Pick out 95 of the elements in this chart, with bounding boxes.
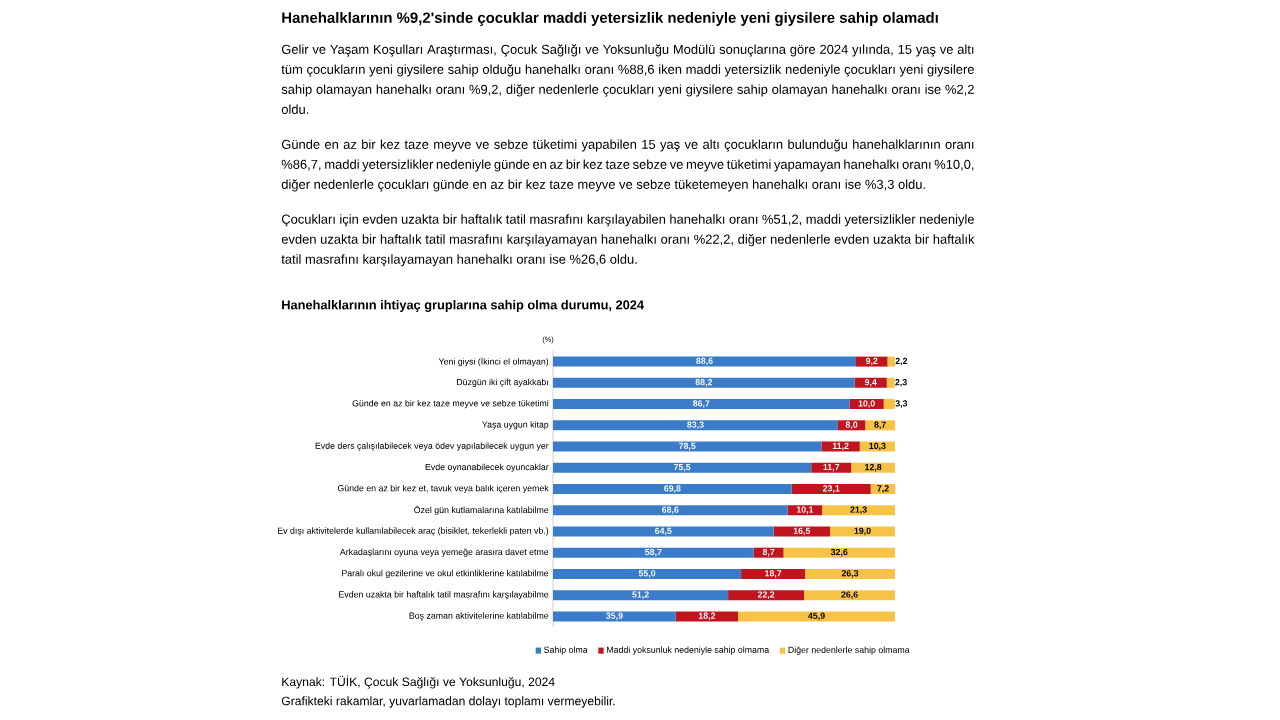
y-tick-label: Günde en az bir kez taze meyve ve sebze tüketimi (352, 399, 549, 409)
data-label: 88,6 (696, 357, 713, 366)
y-tick-label: Yeni giysi (İkinci el olmayan) (438, 356, 549, 367)
bar (886, 377, 895, 388)
chart-subtitle: Hanehalklarının ihtiyaç gruplarına sahip olma durumu, 2024 (282, 300, 644, 312)
y-tick-label: Arkadaşlarını oyuna veya yemeğe arasıra davet etme (339, 548, 549, 557)
bar (883, 399, 895, 410)
data-label: 8,7 (762, 548, 775, 557)
data-label: 3,3 (895, 400, 908, 408)
y-tick-label: Evde ders çalışılabilecek veya ödev yapılabilecek uygun yer (315, 442, 549, 451)
bar (553, 611, 676, 622)
data-label: 9,2 (865, 357, 878, 366)
bar (804, 590, 895, 601)
data-label: 45,9 (808, 612, 825, 621)
data-label: 11,7 (823, 464, 840, 472)
bar (553, 526, 774, 537)
data-label: 10,0 (858, 400, 875, 408)
data-label: 8,0 (845, 421, 858, 430)
bar (553, 441, 822, 452)
bar (553, 568, 742, 579)
bar (553, 420, 838, 431)
legend-label: Maddi yoksunluk nedeniyle sahip olmama (607, 646, 770, 655)
data-label: 26,6 (841, 591, 858, 599)
bar (553, 356, 857, 367)
bar (553, 505, 788, 516)
data-label: 83,3 (687, 421, 704, 430)
y-tick-label: Ev dışı aktivitelerde kullanılabilecek araç (bisiklet, tekerlekli paten vb.) (278, 527, 549, 536)
data-label: 35,9 (606, 612, 623, 621)
y-tick-label: Günde en az bir kez et, tavuk veya balık içeren yemek (337, 484, 549, 494)
data-label: 8,7 (874, 421, 886, 430)
bar (791, 484, 871, 494)
data-label: 10,1 (796, 506, 814, 514)
y-tick-label: Evden uzakta bir haftalık tatil masrafını karşılayabilme (339, 591, 549, 600)
legend-label: Sahip olma (544, 646, 588, 655)
bar (553, 547, 754, 558)
y-tick-label: Yaşa uygun kitap (482, 421, 549, 430)
data-label: 58,7 (645, 548, 662, 557)
bar (738, 611, 895, 622)
bar (851, 462, 895, 473)
data-label: 16,5 (793, 527, 811, 536)
data-label: 64,5 (655, 527, 672, 536)
text: Gelir ve Yaşam Koşulları Araştırması, Çocuk Sağlığı ve Yoksunluğu Modülü sonuçlarına göre 2024 yılında, 15 yaş ve altı tüm çocukların yeni giysilere sahip olduğu hanehalkı oranı %88,6 iken maddi yetersizlik nedeniyle çocukları yeni giysilere sahip olamayan hanehalkı oranı %9,2, diğer nedenlerle çocukları yeni giysilere sahip olamayan hanehalkı oranı ise %2,2 oldu. (281, 44, 974, 114)
y-tick-label: Evde oynanabilecek oyuncaklar (425, 463, 549, 472)
text: Günde en az bir kez taze meyve ve sebze tüketimi yapabilen 15 yaş ve altı çocukların bulunduğu hanehalklarının oranı %86,7, maddi yetersizlikler nedeniyle günde en az bir kez taze sebze ve meyve tüketimi yapamayan hanehalkı oranı %10,0, diğer nedenlerle çocukları günde en az bir kez taze meyve ve sebze tüketemeyen hanehalkı oranı ise %3,3 oldu. (281, 139, 974, 192)
y-tick-label: Paralı okul gezilerine ve okul etkinliklerine katılabilme (342, 569, 549, 579)
data-label: 51,2 (632, 591, 649, 599)
data-label: 68,6 (662, 506, 679, 514)
chart-title: Hanehalklarının %9,2'sinde çocuklar maddi yetersizlik nedeniyle yeni giysilere sahip olamadı (282, 12, 938, 26)
data-label: 23,1 (822, 485, 840, 493)
data-label: 11,2 (832, 442, 849, 451)
bar (553, 484, 792, 494)
bar (865, 420, 895, 431)
data-label: 12,8 (865, 464, 882, 472)
data-label: 2,3 (895, 379, 907, 387)
data-label: 55,0 (638, 570, 656, 578)
data-label: 32,6 (830, 548, 848, 557)
y-tick-label: Düzgün iki çift ayakkabı (457, 378, 548, 387)
text: Kaynak: TÜİK, Çocuk Sağlığı ve Yoksunluğu, 2024 (282, 675, 555, 689)
data-label: 86,7 (692, 400, 710, 408)
text: Grafikteki rakamlar, yuvarlamadan dolayı toplamı vermeyebilir. (281, 696, 615, 708)
bar (553, 399, 850, 410)
data-label: 22,2 (757, 591, 775, 599)
data-label: 2,2 (895, 357, 908, 366)
bar (887, 356, 895, 367)
bar (675, 611, 739, 622)
data-label: 21,3 (850, 506, 867, 514)
data-label: 26,3 (841, 570, 859, 578)
bar (854, 377, 887, 388)
bar (821, 441, 860, 452)
bar (553, 462, 812, 473)
bar (753, 547, 784, 558)
bar (728, 590, 805, 601)
bar (805, 568, 895, 579)
data-label: 78,5 (679, 442, 696, 451)
bar (741, 568, 806, 579)
bar (811, 462, 852, 473)
data-label: 88,2 (695, 379, 713, 387)
legend-label: Diğer nedenlerle sahip olmama (788, 646, 910, 655)
bar (822, 505, 895, 516)
data-label: 69,8 (664, 485, 681, 493)
data-label: 10,3 (869, 442, 886, 451)
data-label: 9,4 (864, 379, 877, 387)
y-tick-label: Boş zaman aktivitelerine katılabilme (409, 612, 549, 621)
bar (830, 526, 895, 537)
bar (773, 526, 831, 537)
data-label: 7,2 (877, 485, 889, 493)
bar (783, 547, 895, 558)
bar (553, 590, 729, 601)
data-label: 75,5 (673, 464, 691, 472)
bar (553, 377, 855, 388)
data-label: 18,2 (698, 612, 716, 621)
data-label: 19,0 (854, 527, 871, 536)
data-label: 18,7 (765, 570, 782, 578)
text: Çocukları için evden uzakta bir haftalık tatil masrafını karşılayabilen hanehalkı oranı %51,2, maddi yetersizlikler nedeniyle evden uzakta bir haftalık tatil masrafını karşılayamayan hanehalkı oranı %22,2, diğer nedenlerle evden uzakta bir haftalık tatil masrafını karşılayamayan hanehalkı oranı ise %26,6 oldu. (281, 214, 975, 267)
y-tick-label: Özel gün kutlamalarına katılabilme (414, 505, 549, 515)
